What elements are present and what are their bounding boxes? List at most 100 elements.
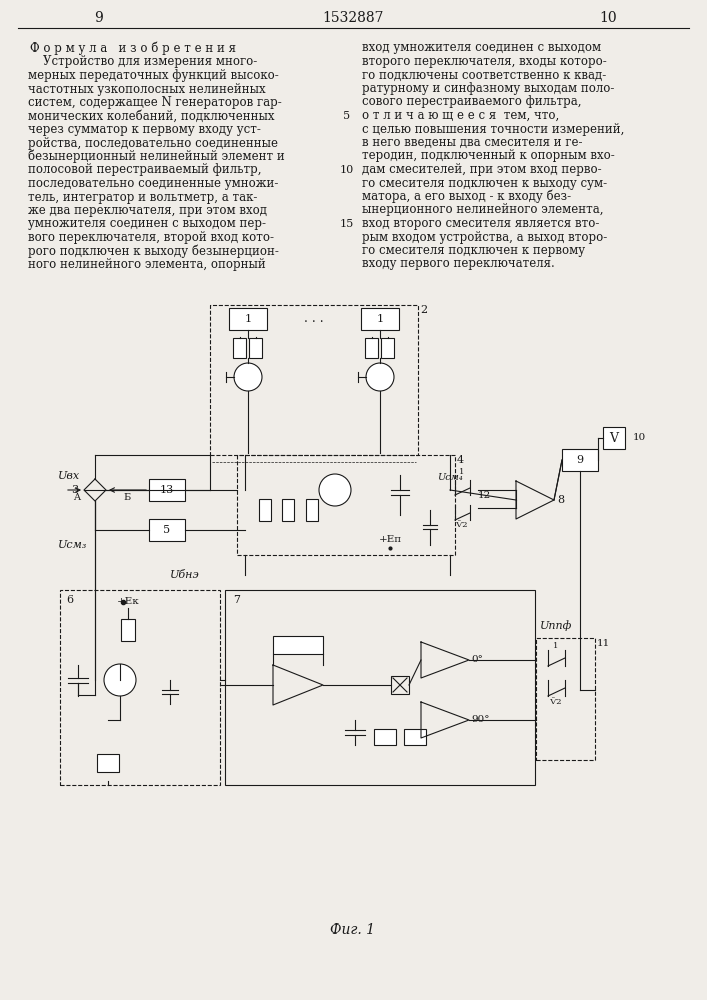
Text: частотных узкополосных нелинейных: частотных узкополосных нелинейных [28, 83, 266, 96]
Bar [97, 754, 119, 772]
Text: +Eп: +Eп [378, 536, 402, 544]
Text: с целью повышения точности измерений,: с целью повышения точности измерений, [362, 122, 624, 135]
Text: сового перестраиваемого фильтра,: сового перестраиваемого фильтра, [362, 96, 581, 108]
Circle shape [104, 664, 136, 696]
Text: умножителя соединен с выходом пер-: умножителя соединен с выходом пер- [28, 218, 266, 231]
Text: теродин, подключенный к опорным вхо-: теродин, подключенный к опорным вхо- [362, 149, 615, 162]
Bar [149, 479, 185, 501]
Bar [391, 676, 409, 694]
Text: о т л и ч а ю щ е е с я  тем, что,: о т л и ч а ю щ е е с я тем, что, [362, 109, 559, 122]
Text: 3: 3 [71, 485, 78, 495]
Bar [259, 499, 271, 521]
Bar [366, 338, 378, 358]
Bar [60, 590, 220, 785]
Text: Ѷ2: Ѷ2 [550, 698, 562, 706]
Text: 9: 9 [576, 455, 583, 465]
Bar [273, 636, 323, 654]
Text: го подключены соответственно к квад-: го подключены соответственно к квад- [362, 68, 606, 82]
Text: 0°: 0° [471, 656, 483, 664]
Text: рого подключен к выходу безынерцион-: рого подключен к выходу безынерцион- [28, 244, 279, 258]
Text: го смесителя подключен к первому: го смесителя подключен к первому [362, 244, 585, 257]
Text: 1: 1 [554, 642, 559, 650]
Text: го смесителя подключен к выходу сум-: го смесителя подключен к выходу сум- [362, 176, 607, 190]
Text: же два переключателя, при этом вход: же два переключателя, при этом вход [28, 204, 267, 217]
Bar [121, 619, 135, 641]
Text: Ѷ2: Ѷ2 [456, 521, 468, 529]
Text: ного нелинейного элемента, опорный: ного нелинейного элемента, опорный [28, 258, 266, 271]
Text: +Eк: +Eк [117, 597, 139, 606]
Text: ройства, последовательно соединенные: ройства, последовательно соединенные [28, 136, 278, 149]
Text: 5: 5 [163, 525, 170, 535]
Text: V: V [609, 432, 619, 444]
Text: . . .: . . . [304, 312, 324, 326]
Text: 5: 5 [344, 111, 351, 121]
Text: через сумматор к первому входу уст-: через сумматор к первому входу уст- [28, 123, 261, 136]
Bar [603, 427, 625, 449]
Text: 10: 10 [340, 165, 354, 175]
Text: 15: 15 [340, 219, 354, 229]
Text: вход умножителя соединен с выходом: вход умножителя соединен с выходом [362, 41, 601, 54]
Text: 1: 1 [460, 468, 464, 476]
Text: в него введены два смесителя и ге-: в него введены два смесителя и ге- [362, 136, 583, 149]
Text: Uсм₄: Uсм₄ [437, 474, 463, 483]
Text: Uсм₃: Uсм₃ [58, 540, 88, 550]
Text: безынерционный нелинейный элемент и: безынерционный нелинейный элемент и [28, 150, 285, 163]
Text: 10: 10 [600, 11, 617, 25]
Text: 1532887: 1532887 [323, 11, 384, 25]
Text: A: A [74, 492, 81, 502]
Text: 12: 12 [478, 490, 491, 499]
Text: монических колебаний, подключенных: монических колебаний, подключенных [28, 109, 274, 122]
Bar [237, 455, 455, 555]
Text: рым входом устройства, а выход второ-: рым входом устройства, а выход второ- [362, 231, 607, 243]
Circle shape [319, 474, 351, 506]
Bar [404, 729, 426, 745]
Text: вход второго смесителя является вто-: вход второго смесителя является вто- [362, 217, 600, 230]
Bar [562, 449, 598, 471]
Text: 10: 10 [633, 434, 646, 442]
Text: 2: 2 [420, 305, 427, 315]
Text: 7: 7 [233, 595, 240, 605]
Text: дам смесителей, при этом вход перво-: дам смесителей, при этом вход перво- [362, 163, 602, 176]
Bar [282, 499, 294, 521]
Bar [382, 338, 395, 358]
Bar [225, 590, 535, 785]
Text: Фиг. 1: Фиг. 1 [330, 923, 375, 937]
Bar [210, 305, 418, 455]
Text: 4: 4 [457, 455, 464, 465]
Bar [361, 308, 399, 330]
Text: 9: 9 [95, 11, 103, 25]
Bar [250, 338, 262, 358]
Text: Uбнэ: Uбнэ [170, 570, 200, 580]
Circle shape [366, 363, 394, 391]
Text: 1: 1 [376, 314, 384, 324]
Text: полосовой перестраиваемый фильтр,: полосовой перестраиваемый фильтр, [28, 163, 262, 176]
Bar [149, 519, 185, 541]
Text: 8: 8 [557, 495, 564, 505]
Bar [229, 308, 267, 330]
Bar [536, 638, 595, 760]
Text: систем, содержащее N генераторов гар-: систем, содержащее N генераторов гар- [28, 96, 282, 109]
Text: матора, а его выход - к входу без-: матора, а его выход - к входу без- [362, 190, 571, 203]
Bar [374, 729, 396, 745]
Text: ынерционного нелинейного элемента,: ынерционного нелинейного элемента, [362, 204, 604, 217]
Text: Uвх: Uвх [58, 471, 80, 481]
Text: ратурному и синфазному выходам поло-: ратурному и синфазному выходам поло- [362, 82, 614, 95]
Text: последовательно соединенные умножи-: последовательно соединенные умножи- [28, 177, 279, 190]
Text: Ф о р м у л а   и з о б р е т е н и я: Ф о р м у л а и з о б р е т е н и я [30, 41, 236, 55]
Text: 90°: 90° [471, 716, 489, 724]
Text: Б: Б [124, 492, 131, 502]
Text: входу первого переключателя.: входу первого переключателя. [362, 257, 555, 270]
Text: Устройство для измерения много-: Устройство для измерения много- [28, 55, 257, 68]
Text: 6: 6 [66, 595, 73, 605]
Text: вого переключателя, второй вход кото-: вого переключателя, второй вход кото- [28, 231, 274, 244]
Text: тель, интегратор и вольтметр, а так-: тель, интегратор и вольтметр, а так- [28, 190, 257, 204]
Text: мерных передаточных функций высоко-: мерных передаточных функций высоко- [28, 69, 279, 82]
Text: второго переключателя, входы которо-: второго переключателя, входы которо- [362, 55, 607, 68]
Bar [233, 338, 247, 358]
Text: 11: 11 [597, 639, 610, 648]
Text: 13: 13 [160, 485, 174, 495]
Circle shape [234, 363, 262, 391]
Bar [306, 499, 318, 521]
Text: Uппф: Uппф [540, 621, 573, 631]
Text: 1: 1 [245, 314, 252, 324]
